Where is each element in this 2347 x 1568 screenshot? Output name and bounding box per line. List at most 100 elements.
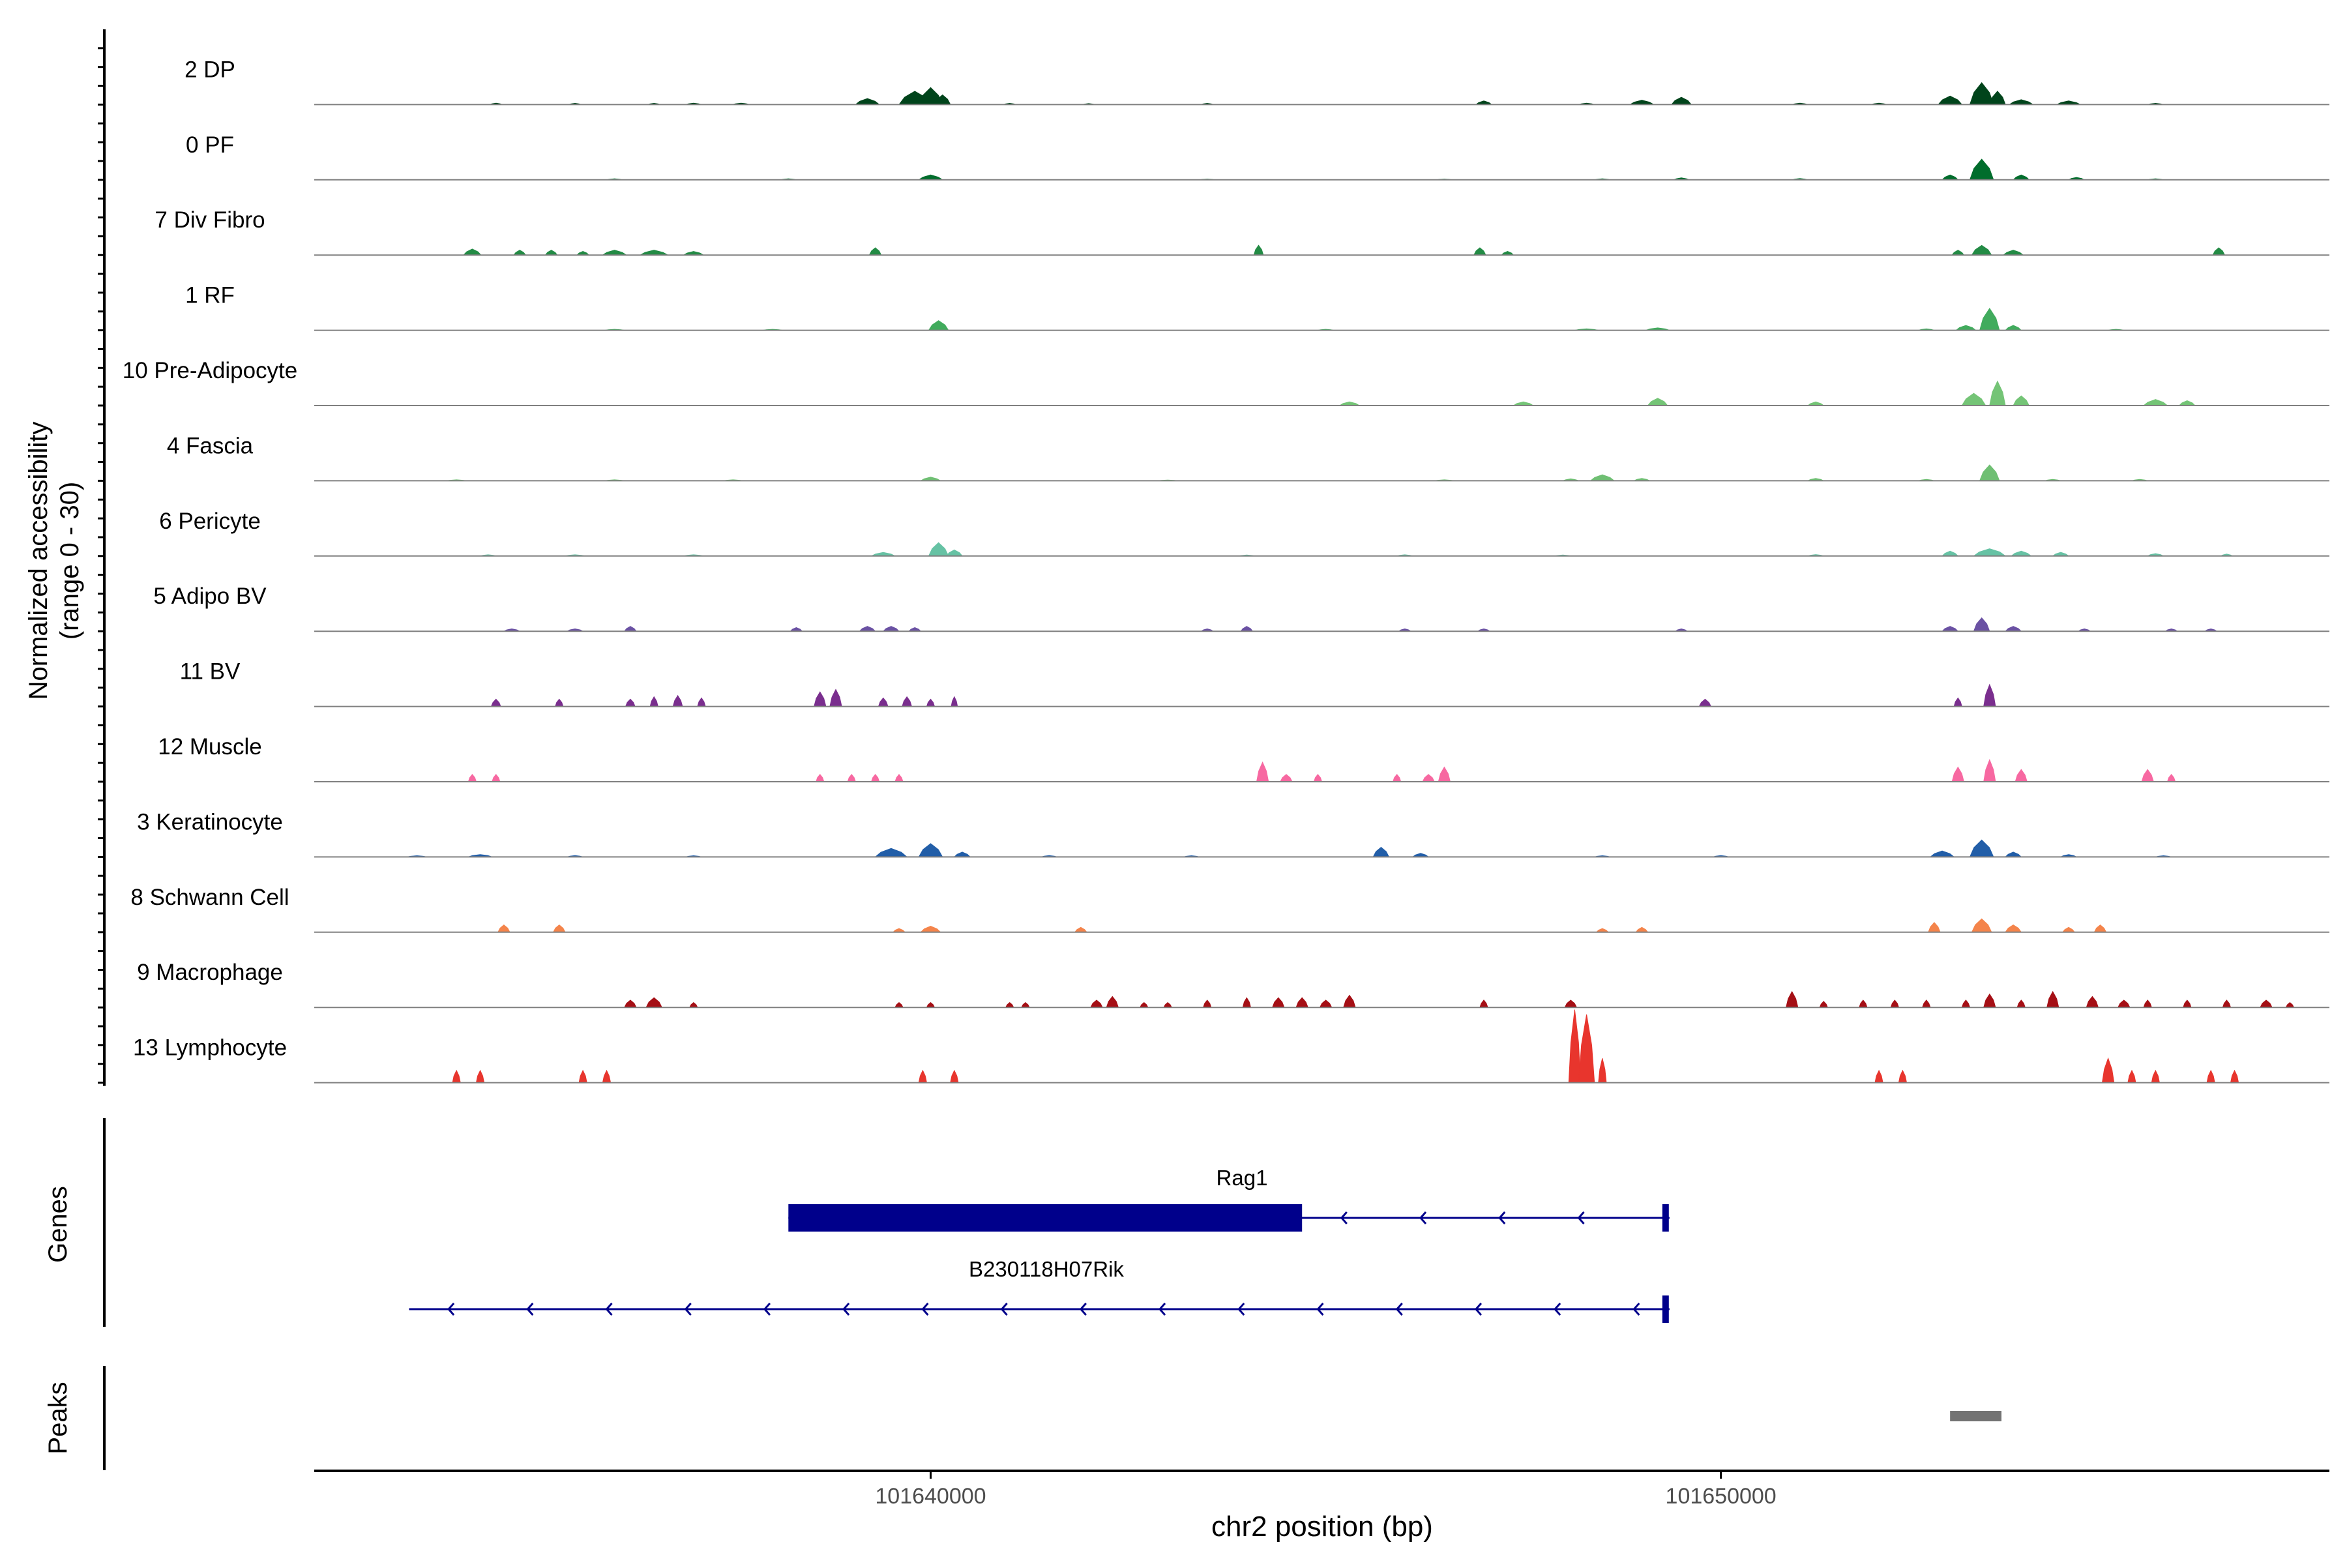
strand-arrow <box>1498 1211 1506 1224</box>
coverage-peak <box>1898 1069 1908 1084</box>
coverage-peak <box>1941 174 1959 181</box>
coverage-peak <box>2178 400 2196 406</box>
coverage-peak <box>1969 81 1994 105</box>
coverage-peak <box>1983 759 1996 782</box>
x-axis-ticks: 101640000 101650000 <box>875 1471 1777 1509</box>
coverage-peak <box>926 1002 936 1008</box>
track-12-muscle: 12 Muscle <box>158 734 2329 782</box>
coverage-peak <box>2008 99 2035 105</box>
strand-arrow <box>1474 1303 1483 1316</box>
x-axis-label: chr2 position (bp) <box>1211 1511 1433 1543</box>
gene-b230118h07rik: B230118H07Rik <box>409 1257 1670 1323</box>
coverage-peak <box>2230 1069 2239 1084</box>
coverage-peak <box>1951 766 1965 782</box>
coverage-peak <box>1598 1058 1607 1084</box>
coverage-peak <box>829 688 842 707</box>
coverage-left-axis <box>98 29 106 1086</box>
coverage-peak <box>1392 773 1402 782</box>
track-13-lymphocyte: 13 Lymphocyte <box>133 1009 2329 1084</box>
coverage-peak <box>1983 993 1996 1008</box>
coverage-peak <box>917 174 944 181</box>
strand-arrow <box>1000 1303 1008 1316</box>
coverage-peak <box>513 250 527 256</box>
coverage-peak <box>1021 1002 1030 1008</box>
coverage-peak <box>623 999 637 1008</box>
track-label: 1 RF <box>185 283 235 308</box>
coverage-peak <box>1969 158 1994 181</box>
coverage-peak <box>1989 380 2006 406</box>
coverage-peak <box>1859 999 1868 1008</box>
coverage-peak <box>918 1069 928 1084</box>
track-3-keratinocyte: 3 Keratinocyte <box>137 809 2329 858</box>
track-label: 3 Keratinocyte <box>137 809 283 835</box>
peaks-track-label: Peaks <box>44 1382 72 1454</box>
coverage-peak <box>1979 464 2000 481</box>
coverage-peak <box>1568 1009 1582 1084</box>
coverage-peak <box>868 247 882 256</box>
coverage-tracks: 2 DP 0 PF 7 Div Fibro 1 RF 10 Pre-Adipocyte 4… <box>123 57 2329 1084</box>
coverage-peak <box>816 773 825 782</box>
coverage-peak <box>1785 990 1799 1008</box>
track-label: 4 Fascia <box>167 433 254 458</box>
gene-exon-block <box>788 1204 1303 1232</box>
strand-arrow <box>1395 1303 1403 1316</box>
gene-name-label: B230118H07Rik <box>969 1257 1124 1281</box>
coverage-peak <box>552 924 566 933</box>
track-label: 13 Lymphocyte <box>133 1035 287 1061</box>
coverage-peak <box>926 698 936 707</box>
coverage-peak <box>2101 1057 2115 1084</box>
coverage-peak <box>2013 395 2030 406</box>
coverage-peak <box>555 698 564 707</box>
coverage-peak <box>645 997 663 1008</box>
coverage-peak <box>1256 761 1269 782</box>
coverage-peak <box>1989 91 2006 105</box>
coverage-peak <box>2141 769 2154 782</box>
coverage-peak <box>2005 925 2022 933</box>
strand-arrow <box>1340 1211 1348 1224</box>
strand-arrow <box>684 1303 692 1316</box>
coverage-peak <box>1961 999 1971 1008</box>
x-tick-label: 101650000 <box>1666 1484 1777 1509</box>
coverage-peak <box>1890 999 1900 1008</box>
coverage-peak <box>945 549 964 557</box>
coverage-peak <box>882 626 900 632</box>
coverage-peak <box>1971 918 1992 933</box>
track-2-dp: 2 DP <box>185 57 2329 106</box>
coverage-peak <box>928 542 949 557</box>
coverage-peak <box>1372 846 1390 857</box>
coverage-peak <box>1629 100 1655 105</box>
strand-arrow <box>1577 1211 1585 1224</box>
coverage-peak <box>1473 247 1486 256</box>
coverage-peak <box>1163 1002 1173 1008</box>
coverage-peak <box>1578 1014 1595 1084</box>
track-1-rf: 1 RF <box>185 283 2329 331</box>
coverage-peak <box>2117 999 2131 1008</box>
coverage-peak <box>894 1002 904 1008</box>
coverage-peak <box>1139 1002 1149 1008</box>
coverage-peak <box>951 696 958 707</box>
coverage-peak <box>1983 683 1996 707</box>
coverage-peak <box>1074 926 1087 933</box>
coverage-peak <box>950 1069 959 1084</box>
track-label: 11 BV <box>180 659 241 685</box>
coverage-peak <box>602 1069 612 1084</box>
y-axis-label: Normalized accessibility <box>24 422 53 700</box>
coverage-peak <box>1941 550 1959 557</box>
coverage-peak <box>1973 617 1990 632</box>
coverage-peak <box>2143 999 2153 1008</box>
coverage-peak <box>452 1069 461 1084</box>
coverage-peak <box>902 696 913 707</box>
coverage-peak <box>1937 95 1963 105</box>
coverage-peak <box>1313 773 1323 782</box>
coverage-peak <box>1961 392 1986 406</box>
coverage-peak <box>1438 766 1451 782</box>
gene-name-label: Rag1 <box>1217 1166 1268 1190</box>
coverage-peak <box>2183 999 2192 1008</box>
coverage-peak <box>1280 774 1293 782</box>
coverage-peak <box>2061 926 2076 933</box>
coverage-peak <box>928 320 949 331</box>
coverage-peak <box>878 697 889 707</box>
strand-arrow <box>526 1303 534 1316</box>
coverage-peak <box>1422 774 1436 782</box>
